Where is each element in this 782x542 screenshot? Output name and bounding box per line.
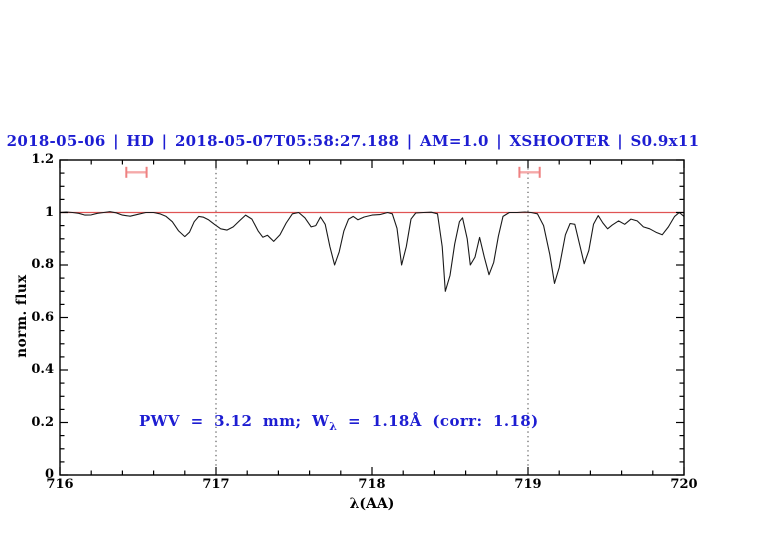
y-tick-label: 0.2 bbox=[31, 414, 54, 430]
pwv-annotation-suffix: = 1.18Å (corr: 1.18) bbox=[337, 412, 539, 430]
x-tick-label: 717 bbox=[202, 477, 230, 492]
plot-frame bbox=[59, 159, 685, 476]
y-axis-label: norm. flux bbox=[14, 274, 30, 358]
x-tick-label: 718 bbox=[358, 477, 386, 492]
y-tick-label: 1.2 bbox=[31, 152, 54, 167]
pwv-annotation: PWV = 3.12 mm; Wλ = 1.18Å (corr: 1.18) bbox=[139, 412, 539, 433]
x-tick-label: 720 bbox=[670, 477, 698, 492]
pwv-annotation-prefix: PWV = 3.12 mm; W bbox=[139, 412, 330, 430]
pwv-annotation-subscript: λ bbox=[329, 420, 338, 433]
y-tick-label: 0.8 bbox=[31, 257, 54, 272]
x-axis-label: λ(AA) bbox=[349, 496, 395, 512]
spectrum-line bbox=[59, 211, 685, 292]
y-tick-label: 0.4 bbox=[31, 362, 54, 377]
y-tick-label: 0.6 bbox=[31, 309, 54, 325]
y-tick-label: 0 bbox=[44, 467, 54, 482]
x-tick-label: 716 bbox=[46, 477, 74, 492]
x-tick-label: 719 bbox=[514, 477, 542, 492]
plot-title: 2018-05-06 | HD | 2018-05-07T05:58:27.18… bbox=[6, 132, 700, 150]
y-tick-label: 1 bbox=[44, 204, 54, 220]
